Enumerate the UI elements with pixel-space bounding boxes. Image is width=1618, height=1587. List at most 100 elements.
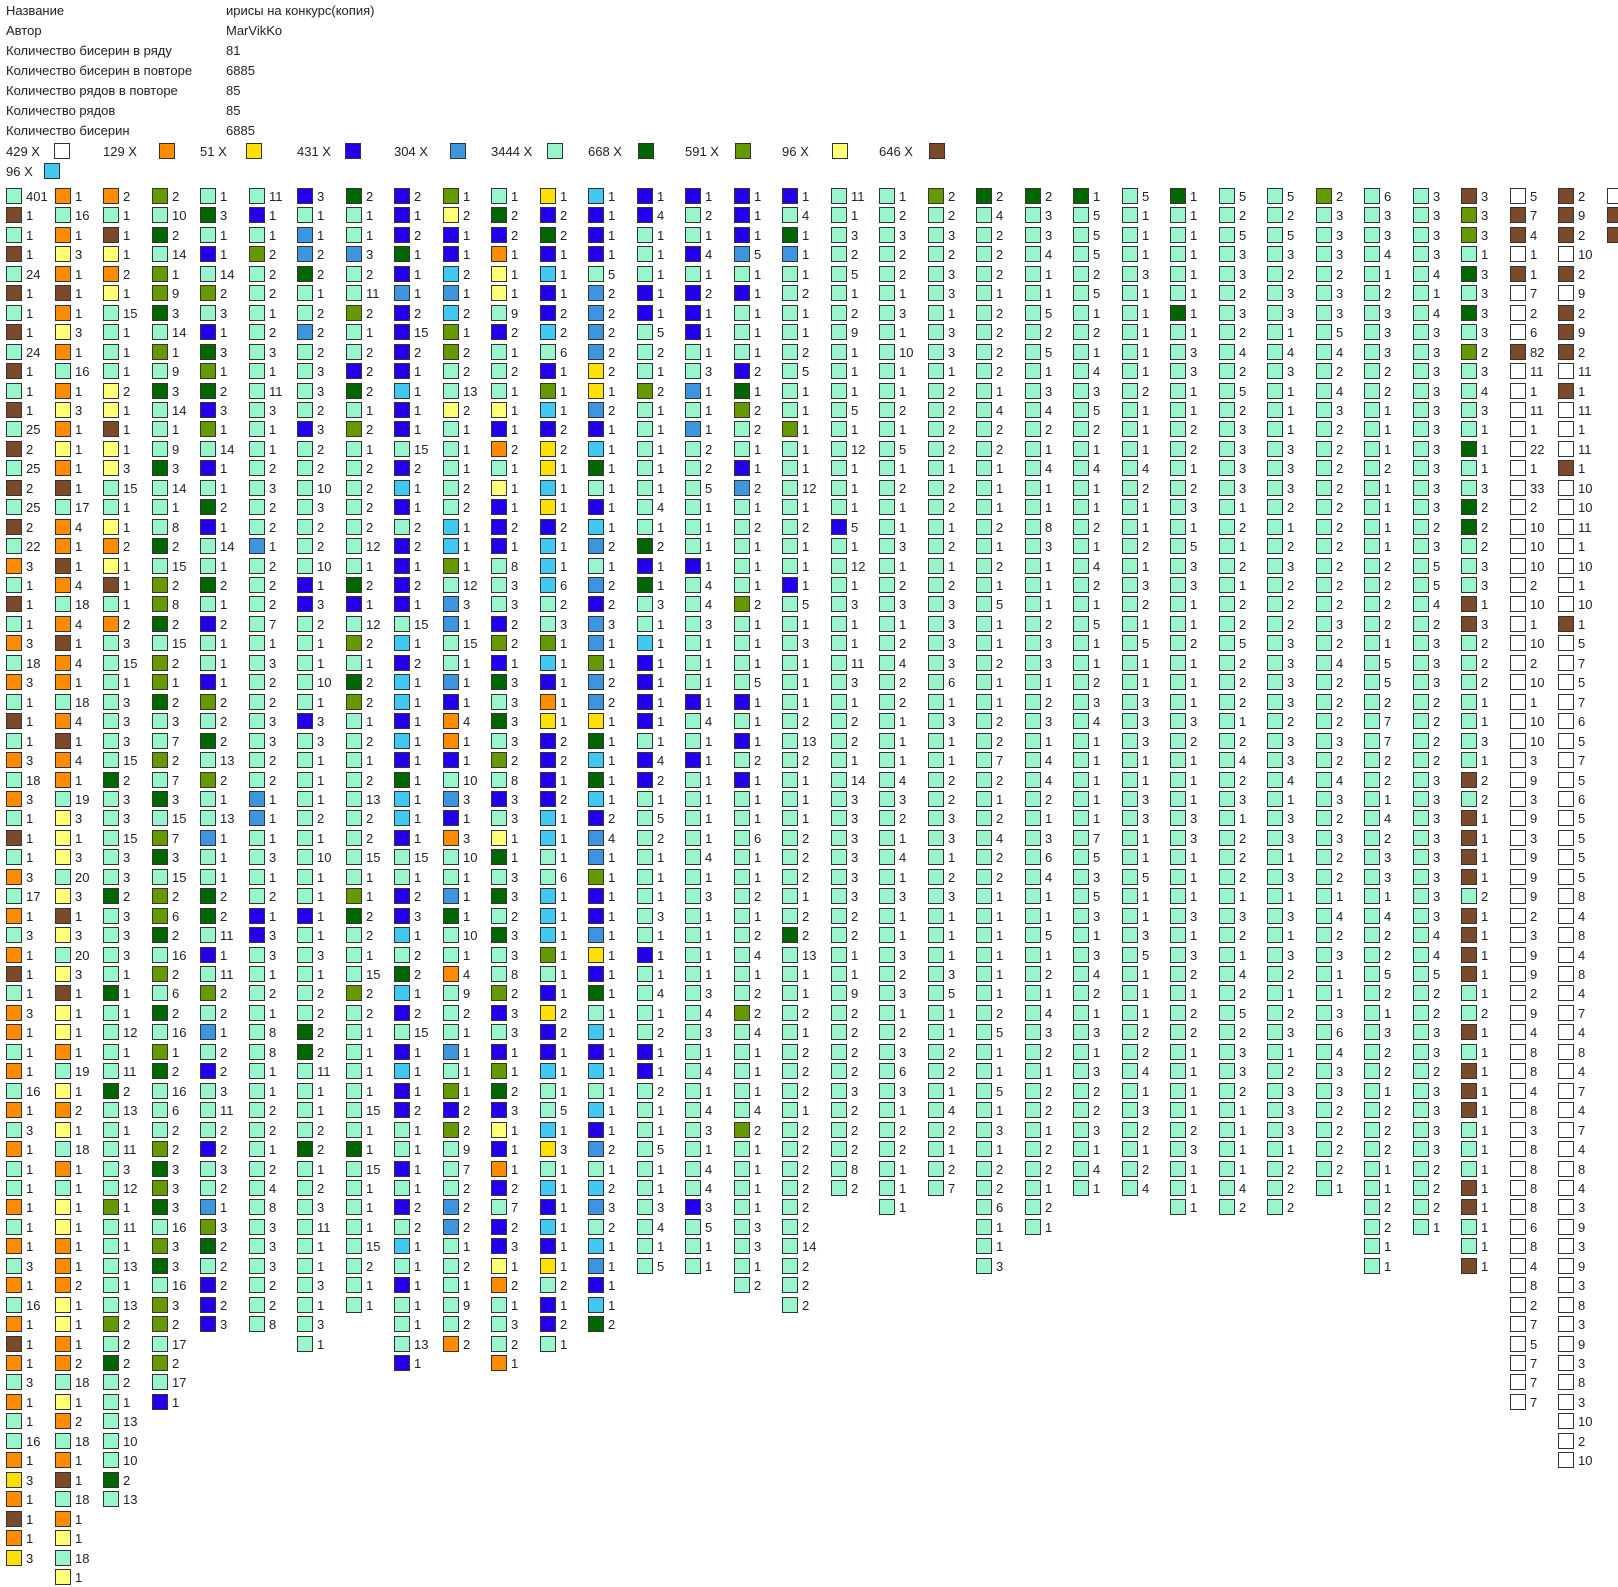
pattern-cell: 1 (103, 497, 130, 517)
bead-count: 18 (75, 1492, 89, 1507)
bead-count: 12 (123, 1025, 137, 1040)
bead-count: 1 (463, 675, 470, 690)
bead-count: 1 (1093, 597, 1100, 612)
pattern-cell: 2 (976, 1159, 1003, 1179)
bead-swatch (976, 810, 992, 826)
pattern-cell: 5 (1219, 225, 1246, 245)
bead-count: 1 (220, 481, 227, 496)
bead-count: 1 (754, 617, 761, 632)
bead-swatch (1170, 927, 1186, 943)
bead-swatch (588, 1219, 604, 1235)
pattern-cell: 17 (55, 497, 89, 517)
pattern-cell: 4 (1316, 381, 1343, 401)
bead-swatch (6, 519, 22, 535)
bead-count: 1 (366, 1181, 373, 1196)
pattern-cell: 2 (1219, 692, 1246, 712)
bead-swatch (1267, 558, 1283, 574)
bead-swatch (152, 1277, 168, 1293)
bead-count: 2 (1142, 1123, 1149, 1138)
bead-count: 1 (75, 675, 82, 690)
bead-count: 2 (366, 520, 373, 535)
bead-swatch (540, 1083, 556, 1099)
bead-count: 3 (269, 1220, 276, 1235)
pattern-cell: 8 (249, 1022, 276, 1042)
bead-swatch (152, 849, 168, 865)
bead-swatch (928, 733, 944, 749)
bead-swatch (637, 402, 653, 418)
pattern-cell: 1 (346, 1120, 373, 1140)
bead-count: 16 (26, 1084, 40, 1099)
bead-count: 3 (1336, 1064, 1343, 1079)
pattern-cell: 1 (346, 1081, 373, 1101)
bead-count: 1 (511, 1064, 518, 1079)
pattern-cell: 1 (200, 1197, 227, 1217)
bead-swatch (394, 966, 410, 982)
bead-swatch (1122, 1063, 1138, 1079)
pattern-cell: 1 (1122, 1081, 1149, 1101)
pattern-cell: 1 (491, 1353, 518, 1373)
bead-swatch (1219, 772, 1235, 788)
bead-count: 1 (220, 1200, 227, 1215)
bead-count: 2 (608, 675, 615, 690)
bead-swatch (394, 1063, 410, 1079)
bead-swatch (1073, 383, 1089, 399)
bead-swatch (1364, 246, 1380, 262)
bead-swatch (1025, 888, 1041, 904)
bead-count: 1 (75, 228, 82, 243)
bead-swatch (734, 402, 750, 418)
bead-count: 1 (657, 189, 664, 204)
bead-swatch (346, 1219, 362, 1235)
pattern-cell: 1 (152, 419, 179, 439)
pattern-cell: 1 (685, 925, 712, 945)
pattern-cell: 1 (928, 1003, 955, 1023)
bead-count: 1 (1045, 267, 1052, 282)
pattern-cell: 4 (55, 750, 82, 770)
bead-swatch (346, 772, 362, 788)
pattern-cell: 1 (685, 750, 712, 770)
bead-count: 2 (1336, 1142, 1343, 1157)
bead-swatch (1219, 927, 1235, 943)
bead-count: 1 (705, 831, 712, 846)
pattern-cell: 1 (491, 283, 518, 303)
pattern-cell: 3 (297, 594, 324, 614)
bead-count: 1 (26, 228, 33, 243)
bead-swatch (152, 421, 168, 437)
pattern-cell: 1 (734, 692, 761, 712)
bead-swatch (200, 558, 216, 574)
pattern-cell: 2 (1122, 594, 1149, 614)
pattern-cell: 2 (1219, 653, 1246, 673)
bead-count: 2 (414, 189, 421, 204)
bead-count: 16 (172, 1025, 186, 1040)
bead-swatch (1122, 246, 1138, 262)
bead-swatch (685, 1141, 701, 1157)
pattern-cell: 1 (394, 264, 421, 284)
bead-count: 1 (511, 189, 518, 204)
pattern-cell: 1 (1073, 770, 1100, 790)
bead-swatch (297, 519, 313, 535)
bead-swatch (1025, 577, 1041, 593)
pattern-cell: 15 (346, 964, 380, 984)
pattern-cell: 2 (976, 322, 1003, 342)
bead-swatch (443, 1083, 459, 1099)
bead-swatch (1219, 383, 1235, 399)
pattern-cell: 2 (200, 1178, 227, 1198)
bead-swatch (249, 616, 265, 632)
bead-swatch (491, 285, 507, 301)
pattern-cell: 2 (491, 1081, 518, 1101)
bead-count: 1 (705, 228, 712, 243)
pattern-cell: 1 (637, 575, 664, 595)
bead-swatch (1025, 635, 1041, 651)
bead-count: 1 (123, 422, 130, 437)
bead-swatch (491, 733, 507, 749)
bead-count: 1 (414, 1317, 421, 1332)
pattern-cell: 3 (685, 361, 712, 381)
pattern-cell: 2 (831, 1042, 858, 1062)
pattern-cell: 2 (249, 692, 276, 712)
bead-swatch (152, 305, 168, 321)
pattern-cell: 3 (1316, 731, 1343, 751)
pattern-cell: 3 (540, 614, 567, 634)
bead-swatch (637, 1122, 653, 1138)
bead-swatch (1267, 947, 1283, 963)
pattern-cell: 1 (55, 1003, 82, 1023)
pattern-cell: 5 (1025, 925, 1052, 945)
